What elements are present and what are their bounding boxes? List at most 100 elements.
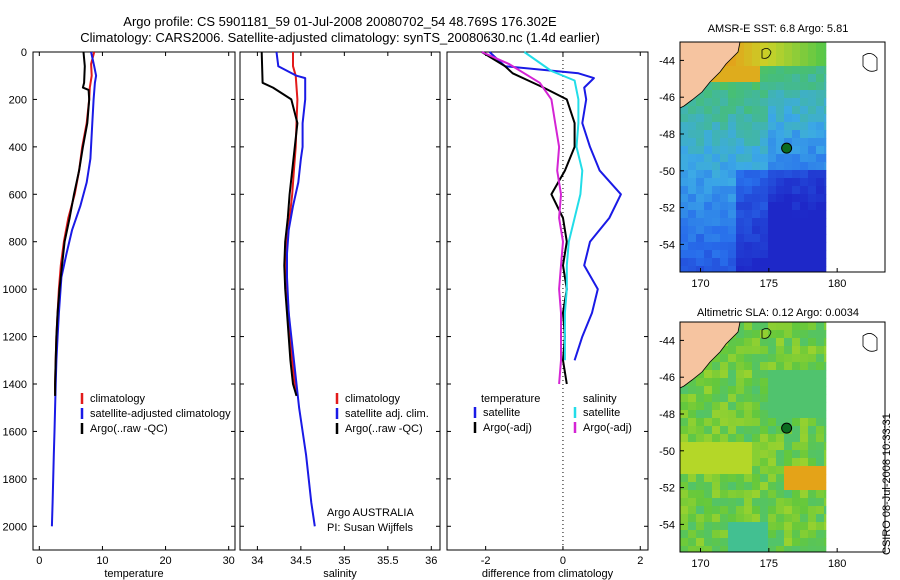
heatmap-cell	[720, 498, 729, 507]
heatmap-cell	[736, 194, 745, 203]
heatmap-cell	[736, 66, 745, 75]
heatmap-cell	[712, 170, 721, 179]
heatmap-cell	[680, 122, 689, 131]
heatmap-cell	[696, 386, 705, 395]
heatmap-cell	[744, 522, 753, 531]
heatmap-cell	[736, 266, 745, 273]
heatmap-cell	[696, 250, 705, 259]
heatmap-cell	[712, 482, 721, 491]
heatmap-cell	[808, 530, 817, 539]
heatmap-cell	[816, 354, 825, 363]
heatmap-cell	[712, 138, 721, 147]
depth-tick-label: 1400	[3, 379, 27, 391]
heatmap-cell	[728, 514, 737, 523]
heatmap-cell	[720, 242, 729, 251]
heatmap-cell	[816, 506, 825, 515]
heatmap-cell	[728, 178, 737, 187]
heatmap-cell	[768, 146, 777, 155]
heatmap-cell	[776, 162, 785, 171]
heatmap-cell	[776, 362, 785, 371]
heatmap-cell	[824, 202, 827, 211]
heatmap-cell	[776, 418, 785, 427]
heatmap-cell	[768, 426, 777, 435]
heatmap-cell	[760, 522, 769, 531]
heatmap-cell	[744, 490, 753, 499]
heatmap-cell	[776, 258, 785, 267]
heatmap-cell	[768, 522, 777, 531]
heatmap-cell	[800, 258, 809, 267]
heatmap-cell	[816, 82, 825, 91]
series-line	[50, 51, 98, 527]
heatmap-cell	[760, 410, 769, 419]
heatmap-cell	[816, 490, 825, 499]
heatmap-cell	[768, 66, 777, 75]
heatmap-cell	[704, 410, 713, 419]
heatmap-cell	[752, 450, 761, 459]
heatmap-cell	[808, 154, 817, 163]
heatmap-cell	[752, 58, 761, 67]
heatmap-cell	[680, 434, 689, 443]
heatmap-cell	[736, 410, 745, 419]
heatmap-cell	[680, 538, 689, 547]
heatmap-cell	[784, 394, 793, 403]
heatmap-cell	[800, 50, 809, 59]
heatmap-cell	[824, 130, 827, 139]
heatmap-cell	[744, 186, 753, 195]
heatmap-cell	[768, 338, 777, 347]
heatmap-cell	[688, 498, 697, 507]
heatmap-cell	[712, 202, 721, 211]
heatmap-cell	[728, 202, 737, 211]
heatmap-cell	[712, 458, 721, 467]
heatmap-cell	[680, 266, 689, 273]
heatmap-cell	[808, 538, 817, 547]
heatmap-cell	[736, 202, 745, 211]
heatmap-cell	[752, 146, 761, 155]
heatmap-cell	[784, 98, 793, 107]
heatmap-cell	[824, 530, 827, 539]
heatmap-cell	[824, 410, 827, 419]
heatmap-cell	[712, 130, 721, 139]
heatmap-cell	[816, 66, 825, 75]
heatmap-cell	[760, 514, 769, 523]
heatmap-cell	[808, 402, 817, 411]
lat-tick-label: -52	[659, 483, 675, 495]
heatmap-cell	[688, 178, 697, 187]
heatmap-cell	[752, 402, 761, 411]
heatmap-cell	[688, 506, 697, 515]
heatmap-cell	[744, 402, 753, 411]
heatmap-cell	[760, 394, 769, 403]
heatmap-cell	[728, 506, 737, 515]
heatmap-cell	[696, 138, 705, 147]
heatmap-cell	[728, 186, 737, 195]
heatmap-cell	[808, 346, 817, 355]
heatmap-cell	[760, 258, 769, 267]
heatmap-cell	[824, 50, 827, 59]
heatmap-cell	[696, 122, 705, 131]
heatmap-cell	[728, 98, 737, 107]
heatmap-cell	[768, 50, 777, 59]
heatmap-cell	[792, 210, 801, 219]
heatmap-cell	[696, 370, 705, 379]
x-tick-label: 10	[96, 555, 108, 567]
heatmap-cell	[728, 218, 737, 227]
heatmap-cell	[720, 386, 729, 395]
heatmap-cell	[808, 186, 817, 195]
heatmap-cell	[808, 466, 817, 475]
heatmap-cell	[816, 74, 825, 83]
heatmap-cell	[808, 546, 817, 553]
x-tick-label: 0	[560, 555, 566, 567]
heatmap-cell	[816, 106, 825, 115]
heatmap-cell	[712, 162, 721, 171]
heatmap-cell	[784, 122, 793, 131]
heatmap-cell	[800, 234, 809, 243]
heatmap-cell	[696, 402, 705, 411]
heatmap-cell	[728, 386, 737, 395]
heatmap-cell	[824, 162, 827, 171]
heatmap-cell	[824, 474, 827, 483]
heatmap-cell	[800, 154, 809, 163]
heatmap-cell	[792, 410, 801, 419]
heatmap-cell	[736, 378, 745, 387]
heatmap-cell	[776, 186, 785, 195]
heatmap-cell	[728, 426, 737, 435]
heatmap-cell	[752, 474, 761, 483]
